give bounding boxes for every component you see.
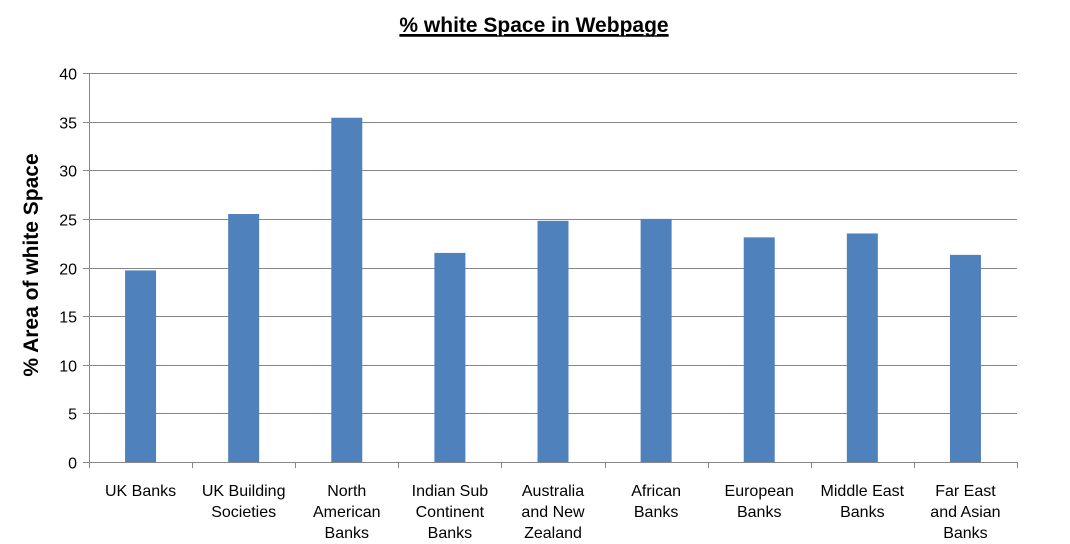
y-tick-label: 0 — [68, 456, 77, 473]
chart-title: % white Space in Webpage — [399, 14, 668, 37]
y-tick-label: 5 — [68, 407, 77, 424]
y-tick-label: 20 — [59, 262, 77, 279]
bars — [125, 117, 981, 463]
y-tick-label: 10 — [59, 359, 77, 376]
x-category-label: UK Banks — [105, 483, 176, 500]
bar — [537, 220, 569, 462]
x-category-label: North American Banks — [313, 483, 381, 542]
y-tick-label: 30 — [59, 164, 77, 181]
bar — [949, 254, 981, 462]
y-tick-label: 25 — [59, 213, 77, 230]
x-category-label: Australia and New Zealand — [521, 483, 585, 542]
x-category-labels: UK Banks UK Building Societies North America… — [105, 483, 1001, 542]
x-category-label: European Banks — [725, 483, 794, 521]
bar — [640, 218, 672, 462]
x-category-label: Far East and Asian Banks — [930, 483, 1000, 542]
bar — [434, 252, 466, 462]
y-tick-label: 15 — [59, 310, 77, 327]
axes — [83, 73, 1018, 468]
y-axis-label: % Area of white Space — [20, 153, 43, 376]
x-category-label: UK Building Societies — [202, 483, 286, 521]
bar — [331, 117, 363, 463]
bar — [228, 214, 260, 462]
bar — [743, 237, 775, 462]
x-category-label: Middle East Banks — [821, 483, 905, 521]
y-tick-label: 35 — [59, 116, 77, 133]
y-tick-label: 40 — [59, 67, 77, 84]
bar — [846, 233, 878, 462]
y-tick-labels: 0 5 10 15 20 25 30 35 40 — [59, 67, 77, 473]
x-category-label: Indian Sub Continent Banks — [412, 483, 489, 542]
x-category-label: African Banks — [631, 483, 681, 521]
bar — [125, 270, 157, 462]
